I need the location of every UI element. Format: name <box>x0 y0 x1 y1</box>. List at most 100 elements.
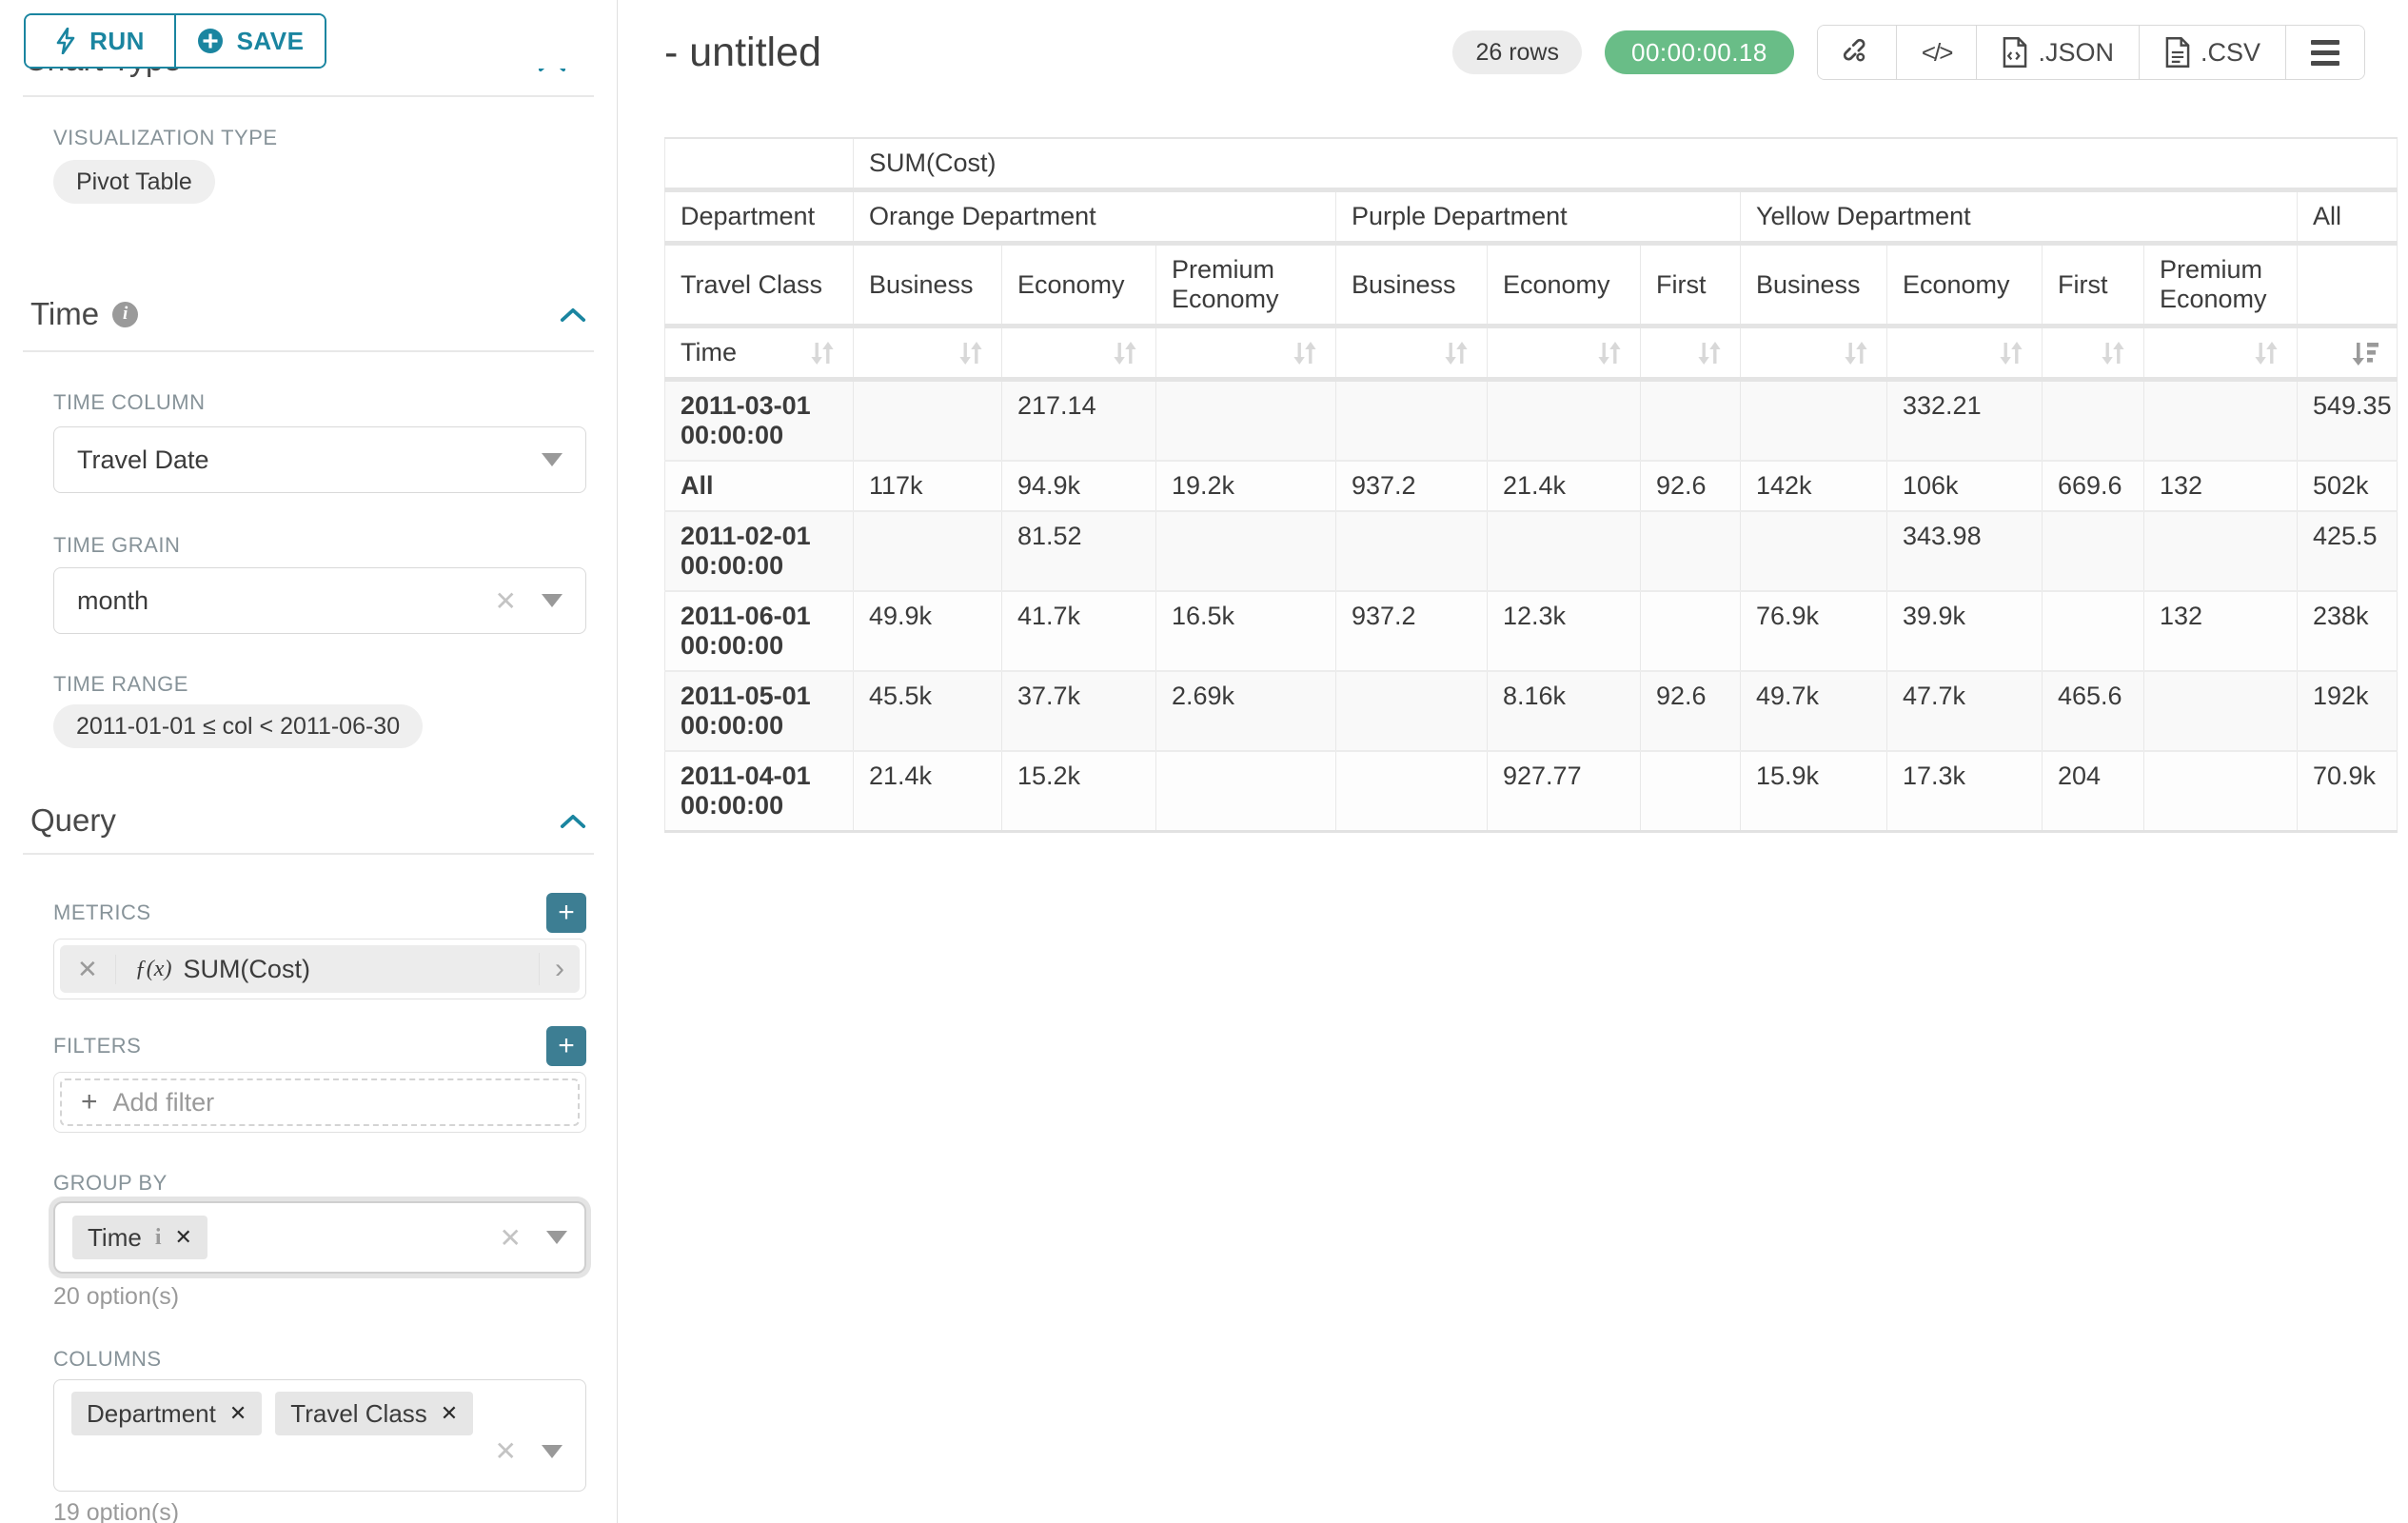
sort-icon[interactable] <box>1694 339 1725 367</box>
value-cell: 132 <box>2143 460 2298 512</box>
remove-metric-icon[interactable]: ✕ <box>60 954 116 984</box>
metric-chip[interactable]: ✕ ƒ(x) SUM(Cost) › <box>60 945 580 993</box>
filters-label: FILTERS <box>53 1034 142 1058</box>
value-cell: 343.98 <box>1886 510 2043 592</box>
chevron-right-icon[interactable]: › <box>539 953 580 985</box>
menu-button[interactable] <box>2285 26 2364 79</box>
sort-icon[interactable] <box>1110 339 1140 367</box>
csv-file-icon <box>2165 37 2190 68</box>
run-button[interactable]: RUN <box>26 15 174 67</box>
chevron-up-icon[interactable] <box>560 307 586 323</box>
sort-desc-icon[interactable] <box>2351 339 2381 367</box>
time-grain-select[interactable]: month ✕ <box>53 567 586 634</box>
clear-icon[interactable]: ✕ <box>499 1222 522 1253</box>
row-count-badge: 26 rows <box>1452 30 1582 74</box>
value-cell: 70.9k <box>2296 750 2398 832</box>
value-cell: 37.7k <box>1001 670 1156 752</box>
section-divider <box>23 350 594 352</box>
view-query-button[interactable]: </> <box>1895 26 1977 79</box>
visualization-type-value[interactable]: Pivot Table <box>53 160 215 204</box>
add-metric-button[interactable]: + <box>546 893 586 933</box>
value-cell <box>853 379 1002 462</box>
caret-down-icon <box>542 453 563 466</box>
value-cell: 332.21 <box>1886 379 2043 462</box>
value-cell <box>2042 590 2144 672</box>
value-cell: 106k <box>1886 460 2043 512</box>
add-filter-button[interactable]: + Add filter <box>60 1078 580 1126</box>
sort-icon[interactable] <box>1290 339 1320 367</box>
chart-title[interactable]: - untitled <box>664 29 821 75</box>
sort-header-cell <box>1640 326 1741 380</box>
value-cell: 49.7k <box>1740 670 1887 752</box>
chart-panel: - untitled 26 rows 00:00:00.18 </> <box>618 0 2408 1523</box>
department-header: Orange Department <box>853 189 1336 244</box>
export-csv-button[interactable]: .CSV <box>2138 26 2285 79</box>
value-cell: 19.2k <box>1155 460 1336 512</box>
export-json-button[interactable]: .JSON <box>1976 26 2139 79</box>
export-csv-label: .CSV <box>2200 37 2260 67</box>
chevron-up-icon[interactable] <box>560 813 586 829</box>
caret-down-icon <box>542 594 563 607</box>
value-cell: 47.7k <box>1886 670 2043 752</box>
clear-icon[interactable]: ✕ <box>494 585 517 616</box>
value-cell: 927.77 <box>1487 750 1641 832</box>
info-icon[interactable]: i <box>154 1224 162 1250</box>
sort-icon[interactable] <box>956 339 986 367</box>
share-link-button[interactable] <box>1817 26 1896 79</box>
query-section-header: Query <box>30 801 586 840</box>
value-cell <box>2143 510 2298 592</box>
value-cell: 16.5k <box>1155 590 1336 672</box>
sort-icon[interactable] <box>2251 339 2281 367</box>
value-cell <box>2143 379 2298 462</box>
columns-label: COLUMNS <box>53 1347 162 1371</box>
value-cell: 132 <box>2143 590 2298 672</box>
filters-box: + Add filter <box>53 1072 586 1133</box>
department-header: Yellow Department <box>1740 189 2298 244</box>
value-cell <box>1640 510 1741 592</box>
remove-tag-icon[interactable]: ✕ <box>228 1401 247 1425</box>
value-cell <box>2143 670 2298 752</box>
metrics-box: ✕ ƒ(x) SUM(Cost) › <box>53 939 586 999</box>
sort-icon[interactable] <box>1594 339 1625 367</box>
info-icon[interactable]: i <box>112 301 139 327</box>
value-cell: 8.16k <box>1487 670 1641 752</box>
sidebar-controls: VISUALIZATION TYPE Pivot Table Time i TI… <box>0 0 617 1523</box>
sort-icon[interactable] <box>1841 339 1871 367</box>
clear-icon[interactable]: ✕ <box>494 1436 517 1466</box>
sort-icon[interactable] <box>807 339 838 367</box>
add-filter-plus-button[interactable]: + <box>546 1026 586 1066</box>
group-by-tag-time[interactable]: Time i ✕ <box>72 1216 207 1259</box>
metric-chip-label: SUM(Cost) <box>183 954 310 983</box>
time-column-label: TIME COLUMN <box>53 390 206 414</box>
group-by-select[interactable]: Time i ✕ ✕ <box>53 1201 586 1274</box>
sort-icon[interactable] <box>1441 339 1471 367</box>
value-cell: 39.9k <box>1886 590 2043 672</box>
lightning-icon <box>56 28 75 54</box>
time-column-select[interactable]: Travel Date <box>53 426 586 493</box>
columns-tag-department[interactable]: Department ✕ <box>71 1392 263 1435</box>
value-cell: 117k <box>853 460 1002 512</box>
department-corner: Department <box>664 189 854 244</box>
function-icon: ƒ(x) <box>134 956 172 981</box>
value-cell <box>853 510 1002 592</box>
plus-icon: + <box>81 1086 98 1118</box>
sort-header-cell <box>1487 326 1641 380</box>
class-header: Economy <box>1001 243 1156 326</box>
remove-tag-icon[interactable]: ✕ <box>174 1225 192 1249</box>
save-button[interactable]: SAVE <box>174 15 325 67</box>
value-cell: 465.6 <box>2042 670 2144 752</box>
time-range-value[interactable]: 2011-01-01 ≤ col < 2011-06-30 <box>53 704 424 748</box>
caret-down-icon <box>542 1444 563 1458</box>
time-grain-label: TIME GRAIN <box>53 533 181 557</box>
sort-icon[interactable] <box>2098 339 2128 367</box>
sort-header-cell <box>1740 326 1887 380</box>
columns-select[interactable]: Department ✕ Travel Class ✕ ✕ <box>53 1379 586 1492</box>
tag-label: Time <box>88 1222 142 1252</box>
columns-tag-travel-class[interactable]: Travel Class ✕ <box>275 1392 474 1435</box>
value-cell: 937.2 <box>1335 460 1488 512</box>
remove-tag-icon[interactable]: ✕ <box>440 1401 459 1425</box>
value-cell <box>1640 590 1741 672</box>
department-header: Purple Department <box>1335 189 1741 244</box>
sort-icon[interactable] <box>1996 339 2026 367</box>
table-row: 2011-03-01 00:00:00 217.14 332.21 549.35 <box>664 379 2398 462</box>
